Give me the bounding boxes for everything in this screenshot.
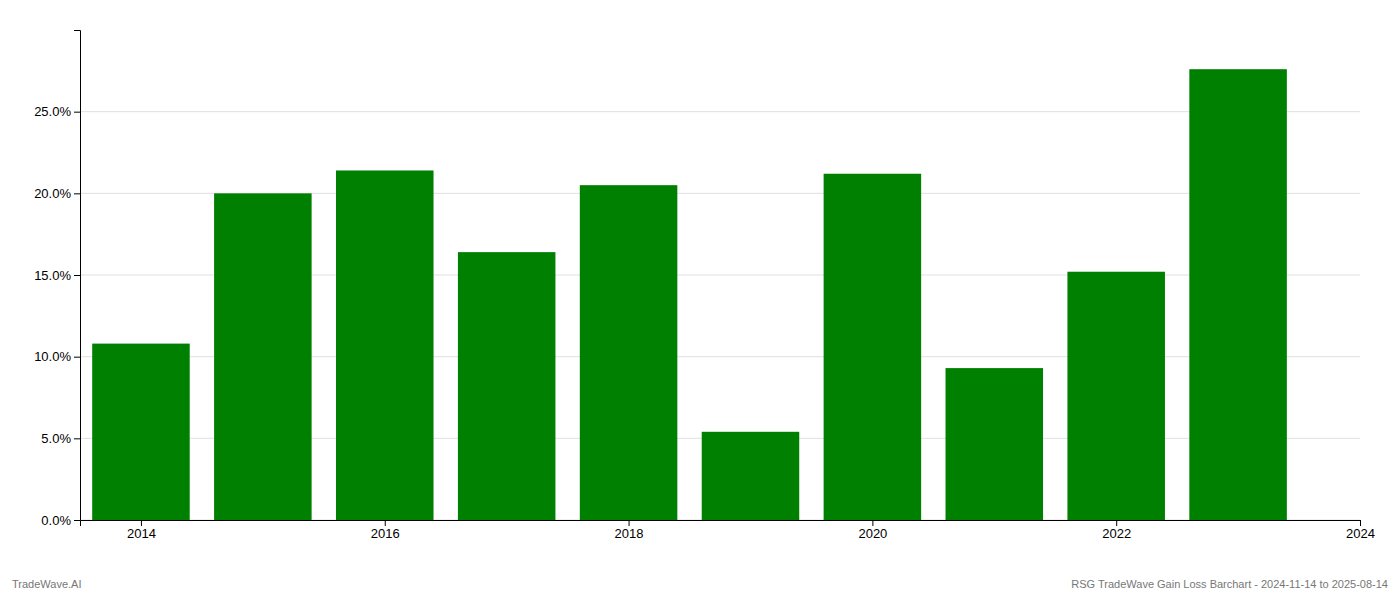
grid	[80, 112, 1360, 520]
x-tick: 2018	[615, 520, 644, 541]
bar	[946, 368, 1044, 520]
x-tick-mark	[629, 520, 630, 526]
bar	[824, 174, 922, 520]
y-tick: 25.0%	[34, 104, 80, 119]
y-tick: 5.0%	[41, 431, 80, 446]
bar	[1189, 69, 1287, 520]
x-axis-line	[81, 521, 1361, 527]
bar	[1067, 272, 1165, 520]
bar	[580, 185, 678, 520]
footer-text: TradeWave.AI	[12, 578, 82, 590]
y-tick-mark	[74, 438, 80, 439]
bar	[458, 252, 556, 520]
x-tick-label: 2022	[1102, 526, 1131, 541]
y-axis: 0.0% 5.0% 10.0% 15.0% 20.0% 25.0%	[34, 31, 80, 528]
bar	[336, 170, 434, 520]
x-tick-mark	[872, 520, 873, 526]
y-axis-line	[74, 31, 81, 521]
bar	[214, 193, 312, 520]
x-tick-label: 2018	[615, 526, 644, 541]
x-tick-mark	[1360, 520, 1361, 526]
y-tick-mark	[74, 357, 80, 358]
x-tick: 2024	[1346, 520, 1375, 541]
y-tick-mark	[74, 520, 80, 521]
chart: 2014 2016 2018 2020 2022 2024 0.0% 5.0% 10.0% 15.…	[0, 0, 1400, 600]
y-tick: 20.0%	[34, 186, 80, 201]
x-tick-label: 2016	[371, 526, 400, 541]
x-tick-label: 2014	[127, 526, 156, 541]
y-tick: 0.0%	[41, 513, 80, 528]
y-tick: 10.0%	[34, 349, 80, 364]
y-tick-mark	[74, 112, 80, 113]
x-tick: 2020	[858, 520, 887, 541]
bar	[92, 344, 190, 520]
y-tick-label: 5.0%	[41, 431, 71, 446]
x-tick: 2014	[127, 520, 156, 541]
y-tick-label: 10.0%	[34, 349, 71, 364]
x-axis: 2014 2016 2018 2020 2022 2024	[81, 520, 1375, 541]
bars	[92, 69, 1287, 520]
y-tick-label: 15.0%	[34, 268, 71, 283]
y-tick-label: 20.0%	[34, 186, 71, 201]
x-tick: 2016	[371, 520, 400, 541]
y-tick-mark	[74, 275, 80, 276]
y-tick: 15.0%	[34, 268, 80, 283]
x-tick-mark	[141, 520, 142, 526]
bar	[702, 432, 800, 520]
grid-line	[80, 111, 1360, 112]
y-tick-label: 0.0%	[41, 513, 71, 528]
x-tick: 2022	[1102, 520, 1131, 541]
y-tick-label: 25.0%	[34, 104, 71, 119]
x-tick-mark	[1116, 520, 1117, 526]
plot: 2014 2016 2018 2020 2022 2024 0.0% 5.0% 10.0% 15.…	[34, 31, 1375, 542]
x-tick-label: 2024	[1346, 526, 1375, 541]
y-tick-mark	[74, 193, 80, 194]
x-tick-label: 2020	[858, 526, 887, 541]
x-tick-mark	[385, 520, 386, 526]
footer-text: RSG TradeWave Gain Loss Barchart - 2024-…	[1071, 578, 1388, 590]
